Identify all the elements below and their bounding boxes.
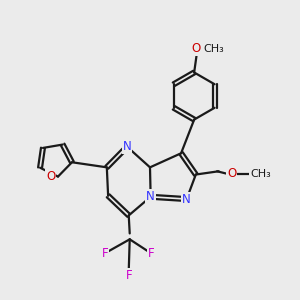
Text: O: O (192, 42, 201, 55)
Text: N: N (182, 193, 191, 206)
Text: O: O (46, 170, 56, 183)
Text: CH₃: CH₃ (203, 44, 224, 54)
Text: O: O (227, 167, 236, 180)
Text: CH₃: CH₃ (250, 169, 271, 179)
Text: F: F (101, 247, 108, 260)
Text: N: N (123, 140, 131, 153)
Text: F: F (148, 247, 155, 260)
Text: N: N (146, 190, 155, 203)
Text: F: F (125, 269, 132, 282)
